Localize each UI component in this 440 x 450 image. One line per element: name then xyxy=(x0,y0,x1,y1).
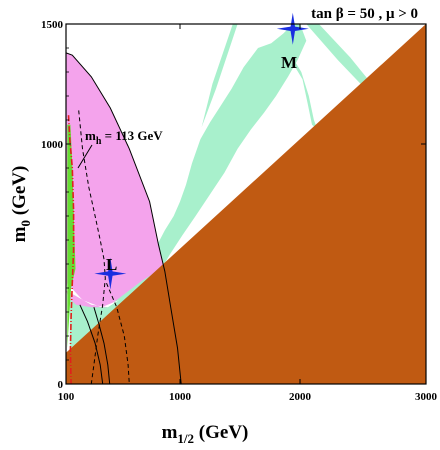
plot-lines xyxy=(66,52,182,384)
allowed-gap xyxy=(66,283,120,308)
higgs-mass-line xyxy=(67,115,75,384)
y-tick-label: 1000 xyxy=(41,139,64,151)
x-tick-label: 100 xyxy=(58,391,75,403)
bsg-boundary-line xyxy=(66,52,182,384)
stau-lsp-region xyxy=(66,24,426,384)
x-axis-symbol: m xyxy=(162,422,178,443)
x-axis-label: m1/2 (GeV) xyxy=(162,422,249,446)
y-axis-symbol: m xyxy=(9,226,30,242)
contour-solid-1 xyxy=(79,304,104,384)
contour-dashed-1 xyxy=(78,110,106,384)
bsg-excluded-region xyxy=(66,52,165,308)
higgs-mass-subscript: h xyxy=(96,136,102,147)
x-axis-subscript: 1/2 xyxy=(177,431,194,446)
benchmark-label-l: L xyxy=(106,255,117,274)
relic-density-band xyxy=(69,24,307,348)
y-axis-subscript: 0 xyxy=(18,220,33,227)
x-axis-unit: (GeV) xyxy=(194,422,248,443)
relic-density-edge xyxy=(201,24,238,128)
benchmark-star-l xyxy=(94,257,127,290)
plot-markers xyxy=(94,12,309,290)
higgs-mass-symbol: m xyxy=(85,128,96,143)
chart-title: tan β = 50 , μ > 0 xyxy=(311,6,418,22)
contour-dashed-2 xyxy=(106,283,130,384)
plot-frame xyxy=(65,23,427,385)
y-tick-label: 0 xyxy=(58,379,64,391)
relic-density-upper-band xyxy=(268,48,318,130)
g2-favoured-region xyxy=(67,124,76,348)
y-axis-unit: (GeV) xyxy=(9,166,30,220)
contour-solid-2 xyxy=(93,307,111,384)
higgs-mass-label: mh = 113 GeV xyxy=(85,128,163,147)
x-tick-label: 1000 xyxy=(169,391,192,403)
y-tick-label: 1500 xyxy=(41,19,64,31)
x-tick-label: 3000 xyxy=(415,391,438,403)
plot-regions xyxy=(66,24,426,384)
higgs-label-pointer xyxy=(77,144,93,169)
benchmark-label-m: M xyxy=(281,53,297,72)
y-axis-label: m0 (GeV) xyxy=(9,166,33,243)
benchmark-star-m xyxy=(276,12,309,45)
axis-ticks: 100 1000 2000 3000 0 1000 1500 xyxy=(41,19,438,403)
x-tick-label: 2000 xyxy=(289,391,312,403)
higgs-mass-value: = 113 GeV xyxy=(101,128,163,143)
